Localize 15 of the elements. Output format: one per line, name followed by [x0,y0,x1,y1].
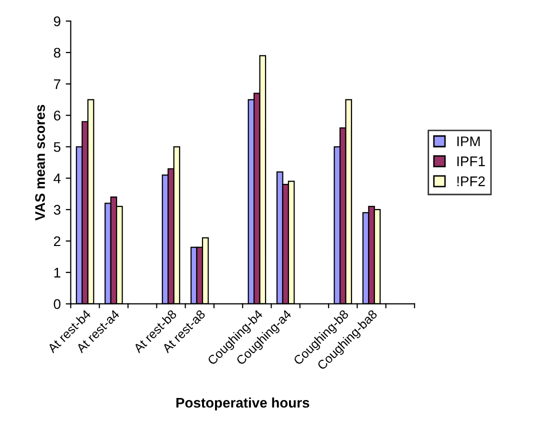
x-axis-title: Postoperative hours [176,397,310,410]
y-tick-label: 5 [54,142,60,152]
legend-label: !PF2 [457,176,485,186]
y-tick-label: 3 [54,204,60,215]
y-tick-label: 0 [54,299,60,310]
y-tick-label: 2 [54,236,60,246]
y-tick-label: 8 [54,48,60,58]
y-tick-label: 6 [54,110,60,121]
y-tick-label: 1 [54,268,60,278]
y-tick-label: 9 [54,16,60,26]
legend-label: IPF1 [457,156,485,166]
legend-label: IPM [457,136,480,146]
y-axis-title: VAS mean scores [35,104,45,221]
y-tick-label: 4 [54,174,61,184]
y-tick-label: 7 [54,79,60,89]
